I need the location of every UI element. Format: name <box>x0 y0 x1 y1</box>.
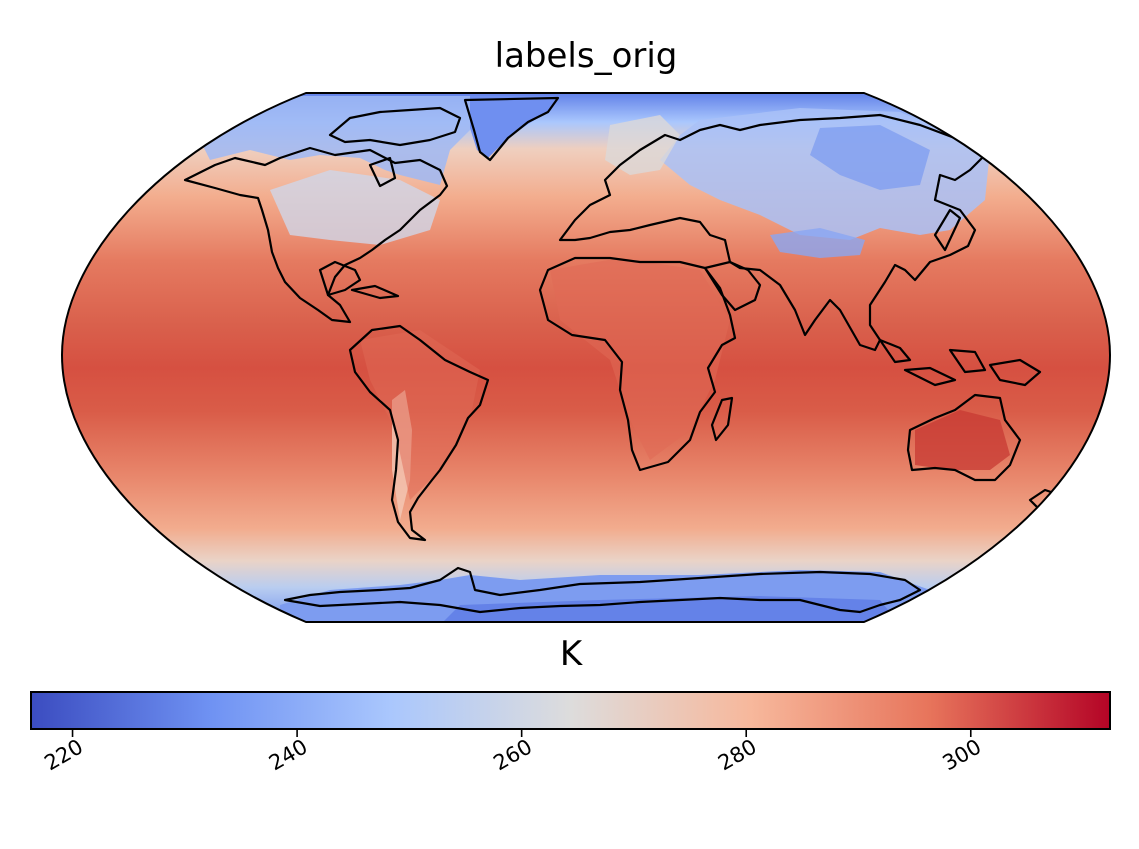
colorbar-gradient <box>30 691 1111 730</box>
colorbar-tick-label: 260 <box>489 735 536 776</box>
map-panel <box>60 92 1112 623</box>
siberia-core <box>810 125 930 190</box>
cuba-coastline <box>350 284 400 300</box>
map-title: labels_orig <box>495 36 678 76</box>
tibet-cold <box>770 228 865 258</box>
greenland-ice <box>470 96 560 158</box>
australia-coastline <box>906 393 1022 482</box>
indonesia-coastline <box>878 338 1042 387</box>
colorbar-tick-label: 300 <box>939 735 986 776</box>
antarctica-inner <box>440 596 900 622</box>
north-america-coastline <box>183 146 449 324</box>
arabia-coastline <box>703 260 762 312</box>
colorbar-unit-label: K <box>560 634 584 674</box>
africa-coastline <box>538 256 737 472</box>
japan-coastline <box>933 208 962 252</box>
scandinavia-cool <box>605 115 680 175</box>
canada-interior <box>270 170 440 245</box>
europe-coastline <box>558 113 987 352</box>
south-america-warm <box>360 330 480 500</box>
globe-outline <box>60 92 1112 623</box>
south-america-coastline <box>348 324 490 542</box>
arctic-islands-coastline <box>328 106 462 188</box>
greenland-coastline <box>463 96 560 162</box>
madagascar-coastline <box>710 396 734 442</box>
colorbar: K 220 240 260 280 300 <box>30 634 1111 775</box>
central-america-coastline <box>318 260 362 297</box>
colorbar-ticks: 220 240 260 280 300 <box>40 729 985 775</box>
africa-warm <box>550 258 730 460</box>
colorbar-tick-label: 220 <box>40 735 87 776</box>
colorbar-tick-label: 280 <box>714 735 761 776</box>
hot-land-regions <box>360 258 1010 500</box>
antarctica-coastline <box>283 566 922 614</box>
colorbar-tick-label: 240 <box>265 735 312 776</box>
australia-hot <box>915 410 1010 470</box>
